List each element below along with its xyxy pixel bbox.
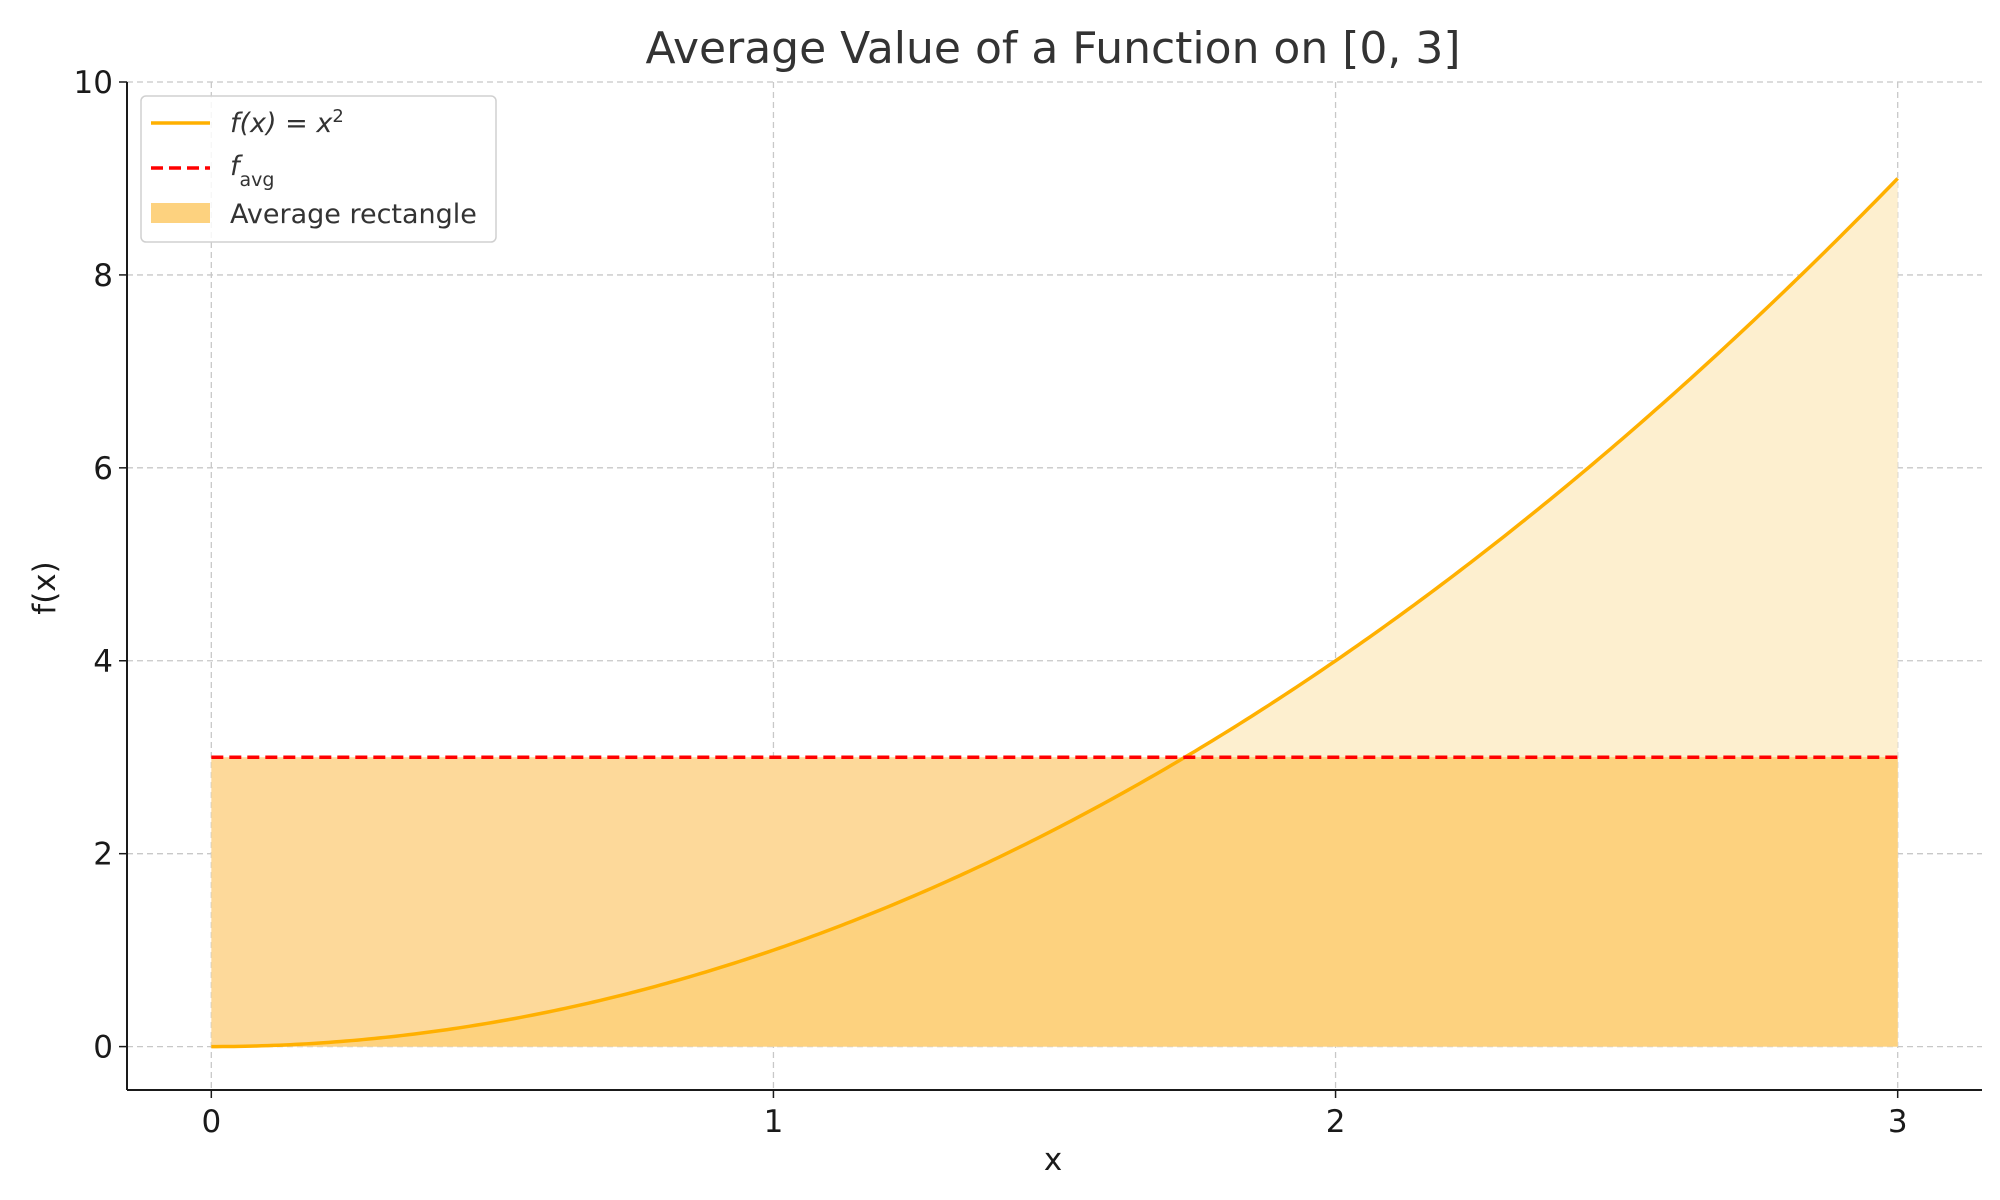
legend-box xyxy=(140,95,497,243)
legend-label-avg: favg xyxy=(230,151,274,191)
x-axis-label: x xyxy=(1044,1142,1062,1178)
legend: f(x) = x2 favg Average rectangle xyxy=(140,95,497,243)
y-tick-label-0: 0 xyxy=(93,1030,113,1066)
y-tick-label-2: 2 xyxy=(93,837,113,873)
y-tick-label-6: 6 xyxy=(93,451,113,487)
x-tick-label-0: 0 xyxy=(201,1104,221,1140)
legend-label-rect: Average rectangle xyxy=(230,199,477,230)
y-axis-label: f(x) xyxy=(27,561,63,614)
x-tick-label-1: 1 xyxy=(764,1104,784,1140)
x-tick-label-2: 2 xyxy=(1326,1104,1346,1140)
series-layer xyxy=(211,177,1899,1049)
y-tick-label-4: 4 xyxy=(93,644,113,680)
legend-swatch-rect xyxy=(151,203,210,223)
axes xyxy=(119,81,1982,1098)
legend-label-curve-sup: 2 xyxy=(332,106,343,127)
y-tick-label-10: 10 xyxy=(74,65,113,101)
x-tick-label-3: 3 xyxy=(1888,1104,1908,1140)
fill-layer xyxy=(211,178,1898,1047)
legend-label-avg-sub: avg xyxy=(240,169,275,191)
legend-label-curve-base: f(x) = x xyxy=(230,108,333,139)
series-line-f xyxy=(211,177,1899,1049)
tick-labels: 0 1 2 3 0 2 4 6 8 10 xyxy=(74,65,1908,1140)
legend-label-curve: f(x) = x2 xyxy=(230,106,344,140)
y-tick-label-8: 8 xyxy=(93,258,113,294)
chart-title: Average Value of a Function on [0, 3] xyxy=(645,23,1460,74)
overlap-region xyxy=(211,757,1898,1047)
